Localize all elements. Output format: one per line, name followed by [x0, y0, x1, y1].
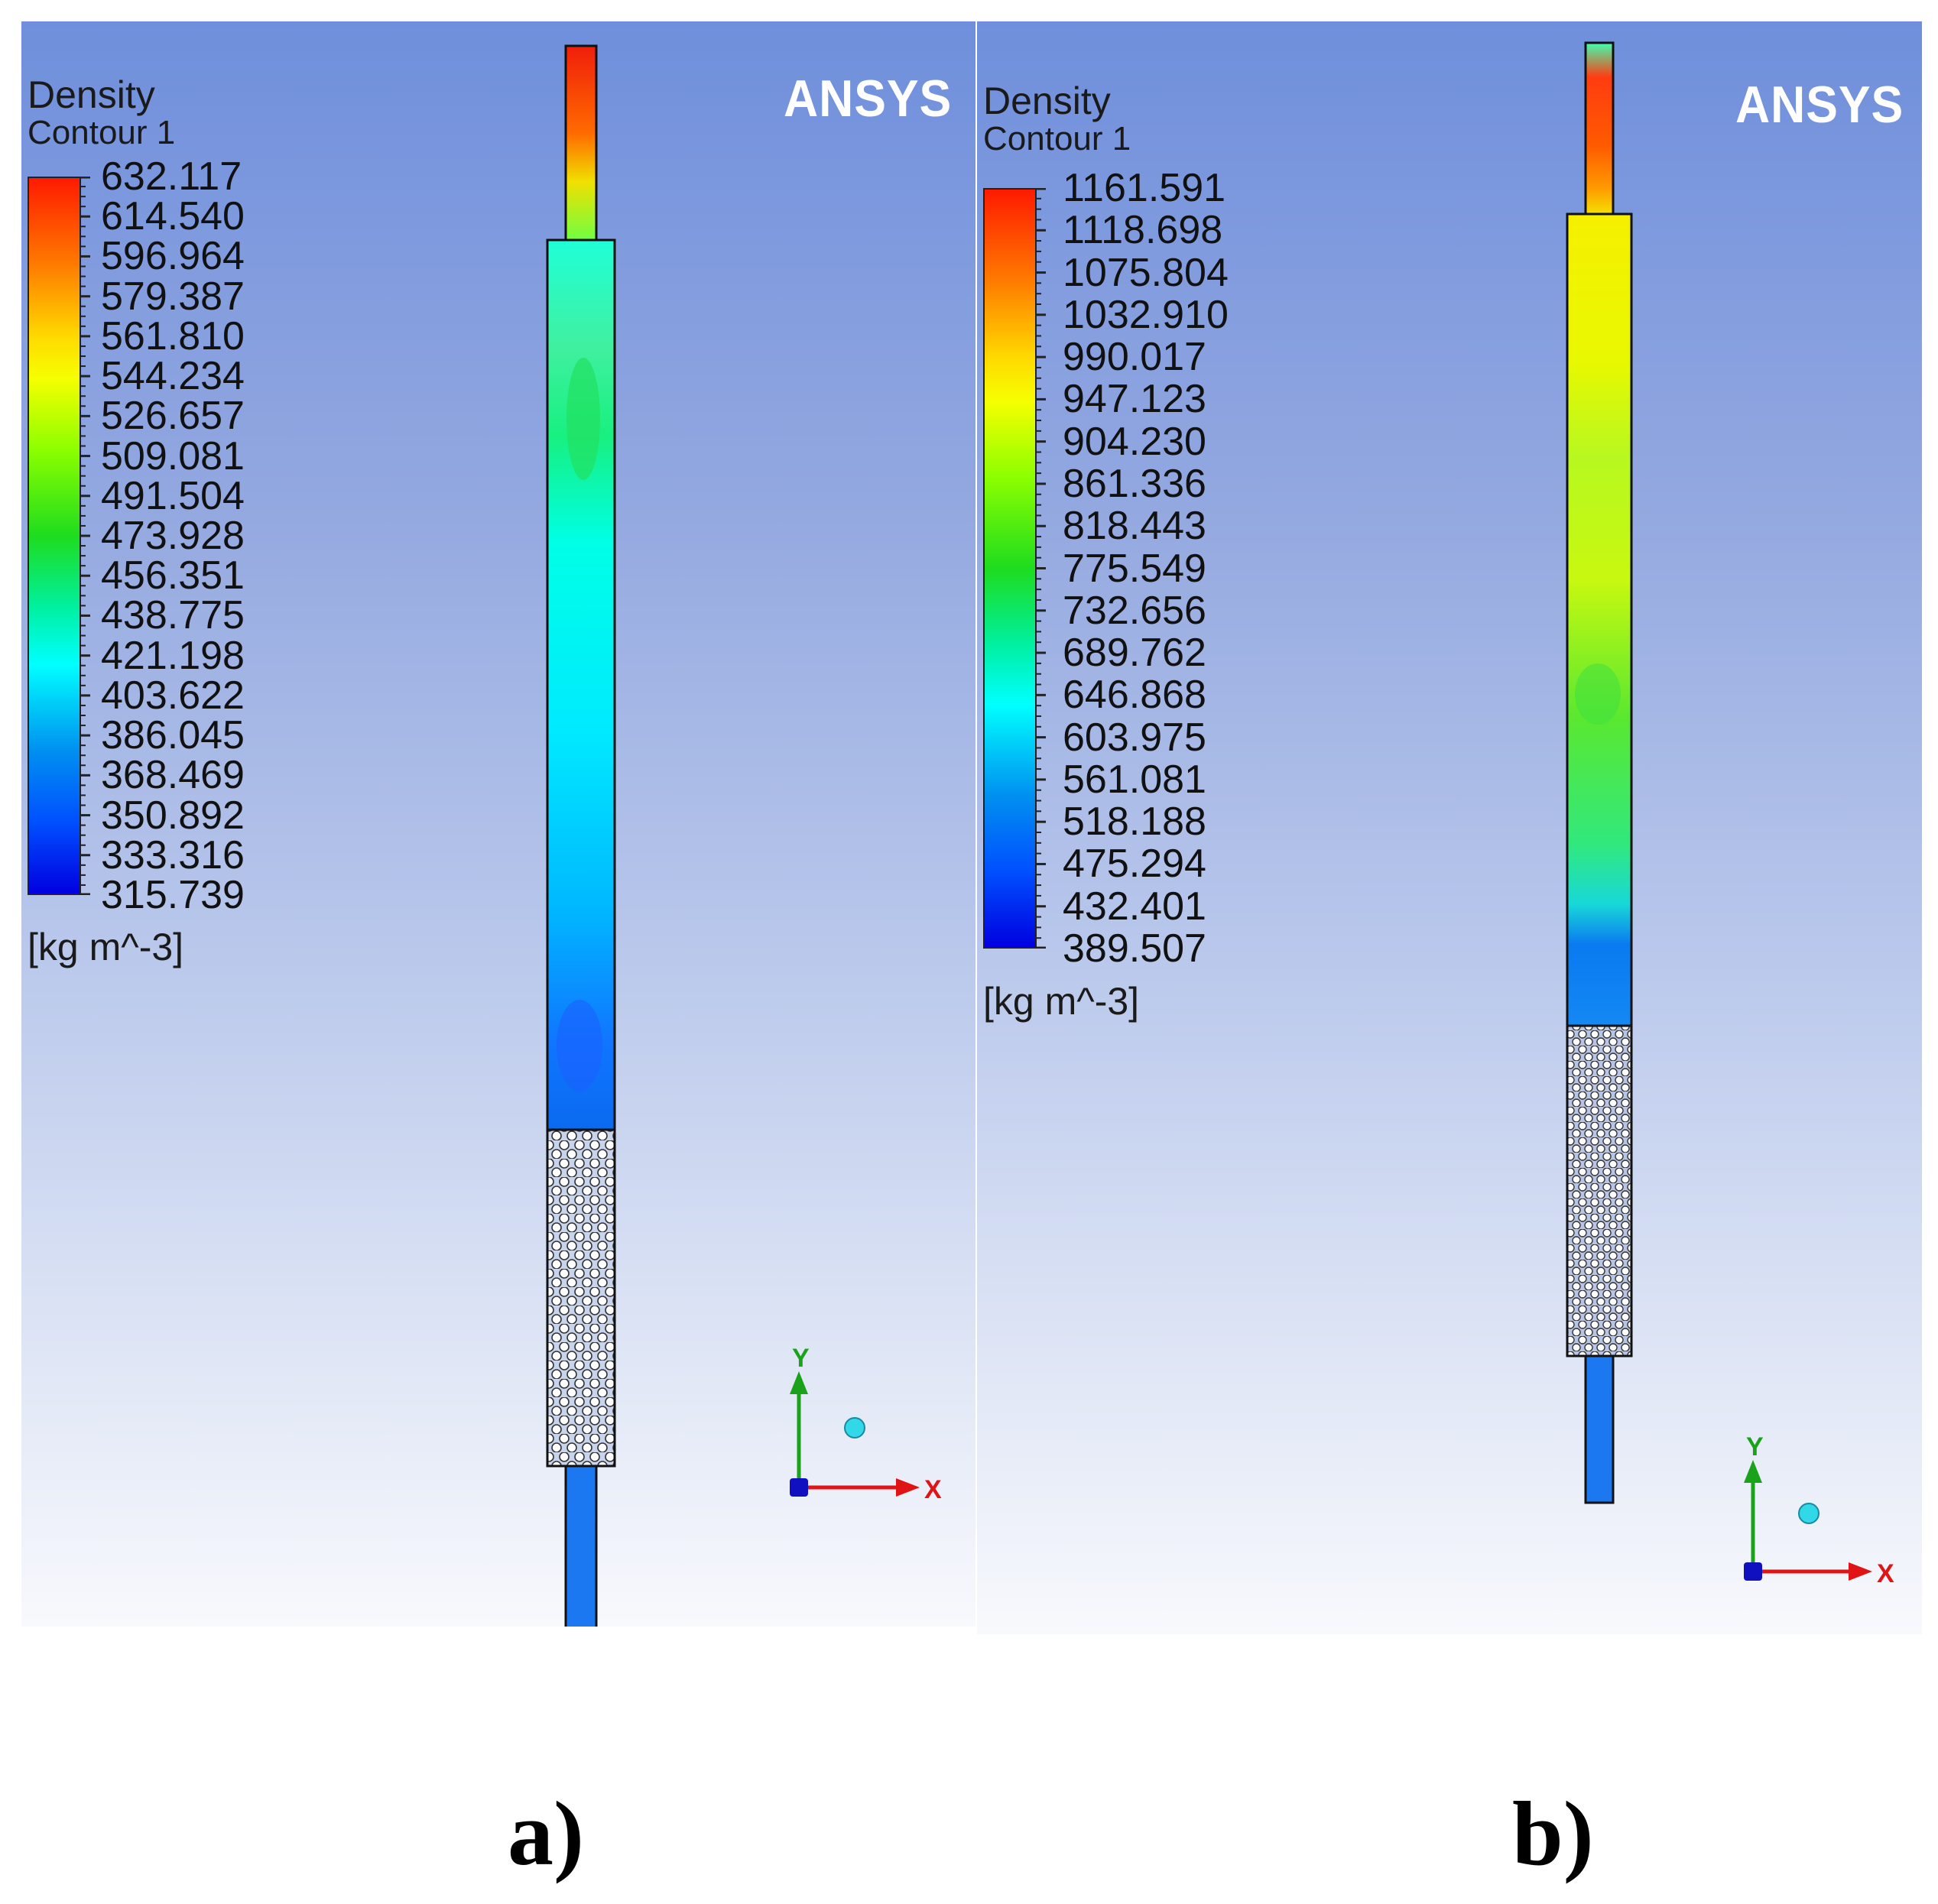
colorbar-tick-label: 614.540 — [101, 194, 245, 239]
colorbar-tick-label: 579.387 — [101, 274, 245, 319]
colorbar-tick-label: 1075.804 — [1063, 250, 1229, 295]
axis-y-label: Y — [1746, 1432, 1764, 1461]
legend-unit: [kg m^-3] — [28, 926, 184, 968]
colorbar-tick-label: 432.401 — [1063, 884, 1206, 929]
outlet-pipe — [564, 44, 598, 242]
axis-x-label: X — [1877, 1559, 1894, 1588]
inlet-pipe — [564, 1464, 598, 1627]
colorbar-tick-label: 603.975 — [1063, 715, 1206, 760]
outlet-pipe — [1584, 41, 1615, 216]
legend-title: Density — [28, 73, 155, 116]
legend-subtitle: Contour 1 — [983, 120, 1131, 157]
colorbar-tick-label: 315.739 — [101, 873, 245, 917]
colorbar-tick-label: 947.123 — [1063, 377, 1206, 422]
legend-unit: [kg m^-3] — [983, 980, 1140, 1023]
riser-column — [1566, 212, 1633, 1027]
colorbar-tick-label: 544.234 — [101, 354, 245, 399]
packed-bed — [546, 1128, 616, 1468]
colorbar-tick-label: 475.294 — [1063, 842, 1206, 887]
colorbar-tick-label: 350.892 — [101, 793, 245, 838]
caption-a: a) — [508, 1782, 584, 1884]
legend-title-block: Density Contour 1 — [28, 75, 175, 151]
legend-subtitle: Contour 1 — [28, 114, 176, 151]
colorbar-tick-label: 561.081 — [1063, 757, 1206, 802]
contour-panel-a: Density Contour 1 632.117 614.540 596.964 5… — [21, 21, 975, 1627]
colorbar-tick-label: 1032.910 — [1063, 292, 1229, 337]
colorbar-tickmarks — [1037, 188, 1046, 949]
colorbar-tick-label: 818.443 — [1063, 504, 1206, 549]
axis-y-label: Y — [792, 1344, 810, 1373]
ansys-logo: ANSYS — [1735, 76, 1904, 134]
colorbar-tick-label: 990.017 — [1063, 335, 1206, 380]
colorbar-tick-label: 386.045 — [101, 713, 245, 758]
packed-bed — [1566, 1024, 1633, 1357]
colorbar — [28, 177, 81, 895]
axis-triad: Y X — [1744, 1432, 1894, 1588]
colorbar-tick-label: 775.549 — [1063, 546, 1206, 591]
colorbar-tick-label: 518.188 — [1063, 800, 1206, 845]
colorbar-tick-label: 1118.698 — [1063, 208, 1223, 253]
legend-title-block: Density Contour 1 — [983, 81, 1131, 157]
caption-b: b) — [1512, 1782, 1594, 1884]
colorbar-tick-label: 732.656 — [1063, 588, 1206, 633]
axis-triad: Y X — [790, 1344, 942, 1504]
colorbar-tick-label: 632.117 — [101, 154, 242, 199]
colorbar-tick-label: 333.316 — [101, 832, 245, 877]
contour-panel-b: Density Contour 1 1161.591 1118.698 1075.8… — [977, 21, 1922, 1634]
colorbar-tick-label: 421.198 — [101, 633, 245, 678]
reactor-geometry: Y X — [546, 44, 942, 1627]
legend-title: Density — [983, 79, 1111, 122]
colorbar-tickmarks — [81, 177, 90, 895]
colorbar-tick-label: 389.507 — [1063, 926, 1206, 971]
colorbar-tick-label: 491.504 — [101, 473, 245, 518]
colorbar-tick-label: 368.469 — [101, 753, 245, 798]
reactor-geometry: Y X — [1566, 41, 1894, 1588]
colorbar-tick-label: 904.230 — [1063, 419, 1206, 464]
colorbar-tick-label: 646.868 — [1063, 673, 1206, 718]
colorbar-tick-label: 438.775 — [101, 593, 245, 638]
colorbar — [983, 188, 1037, 949]
colorbar-tick-label: 526.657 — [101, 394, 245, 439]
colorbar-tick-label: 509.081 — [101, 433, 245, 478]
colorbar-tick-label: 596.964 — [101, 234, 245, 279]
colorbar-tick-label: 473.928 — [101, 514, 245, 558]
colorbar-tick-label: 689.762 — [1063, 631, 1206, 676]
colorbar-tick-label: 561.810 — [101, 313, 245, 358]
colorbar-tick-label: 456.351 — [101, 553, 245, 598]
riser-column — [546, 238, 616, 1131]
colorbar-tick-label: 403.622 — [101, 673, 245, 718]
colorbar-tick-label: 861.336 — [1063, 461, 1206, 506]
colorbar-tick-label: 1161.591 — [1063, 166, 1226, 210]
axis-x-label: X — [924, 1475, 942, 1504]
ansys-logo: ANSYS — [784, 70, 953, 128]
inlet-pipe — [1584, 1354, 1615, 1504]
